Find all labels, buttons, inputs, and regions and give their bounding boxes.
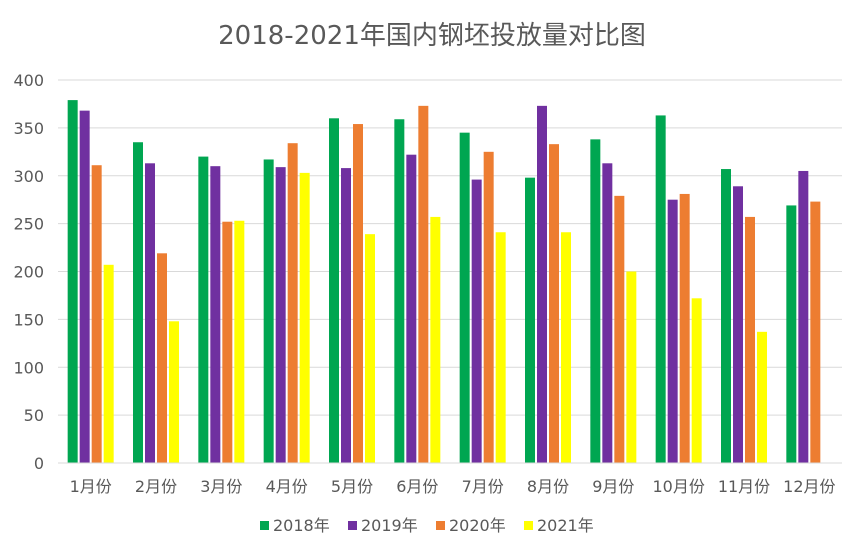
x-tick-label: 4月份 bbox=[266, 477, 308, 496]
bar-2019年-12月份 bbox=[798, 170, 809, 463]
bar-2021年-7月份 bbox=[495, 232, 506, 463]
y-tick-label: 50 bbox=[24, 406, 44, 425]
bar-2021年-9月份 bbox=[626, 271, 637, 463]
bar-2019年-4月份 bbox=[275, 167, 286, 463]
y-tick-label: 300 bbox=[13, 167, 44, 186]
bar-2018年-9月份 bbox=[590, 139, 601, 464]
bar-2019年-6月份 bbox=[406, 154, 417, 463]
x-tick-label: 10月份 bbox=[652, 477, 704, 496]
legend-label: 2021年 bbox=[537, 516, 594, 535]
bar-2018年-11月份 bbox=[721, 169, 731, 464]
bar-2019年-2月份 bbox=[145, 163, 155, 464]
bar-2020年-5月份 bbox=[353, 124, 363, 464]
bar-2018年-5月份 bbox=[329, 118, 339, 464]
legend-swatch bbox=[436, 521, 445, 530]
legend-label: 2020年 bbox=[449, 516, 506, 535]
bar-2020年-6月份 bbox=[418, 105, 429, 463]
bar-2021年-10月份 bbox=[691, 298, 702, 463]
y-tick-label: 250 bbox=[13, 215, 44, 234]
bar-2020年-2月份 bbox=[157, 253, 167, 463]
x-tick-label: 12月份 bbox=[783, 477, 835, 496]
chart-title: 2018-2021年国内钢坯投放量对比图 bbox=[218, 21, 646, 51]
x-tick-label: 2月份 bbox=[135, 477, 177, 496]
bar-2021年-3月份 bbox=[234, 220, 245, 463]
y-axis-tick-labels: 0 50 100 150 200 250 300 350 400 bbox=[13, 71, 44, 473]
legend-swatch bbox=[260, 521, 269, 530]
x-tick-label: 5月份 bbox=[331, 477, 373, 496]
bar-2021年-1月份 bbox=[103, 264, 114, 463]
bar-2018年-10月份 bbox=[655, 115, 666, 464]
legend-swatch bbox=[348, 521, 357, 530]
bar-series bbox=[67, 100, 821, 464]
bar-2020年-12月份 bbox=[810, 201, 821, 464]
y-tick-label: 0 bbox=[34, 454, 44, 473]
bar-2018年-12月份 bbox=[786, 205, 797, 463]
bar-2021年-5月份 bbox=[365, 234, 375, 463]
bar-2018年-7月份 bbox=[459, 132, 470, 463]
bar-2018年-8月份 bbox=[525, 177, 535, 464]
x-tick-label: 6月份 bbox=[396, 477, 438, 496]
bar-2020年-7月份 bbox=[483, 151, 494, 463]
bar-2020年-8月份 bbox=[549, 144, 559, 463]
legend-swatch bbox=[524, 521, 533, 530]
bar-2021年-8月份 bbox=[561, 232, 571, 463]
x-tick-label: 1月份 bbox=[70, 477, 112, 496]
x-tick-label: 8月份 bbox=[527, 477, 569, 496]
bar-2020年-3月份 bbox=[222, 221, 233, 463]
bar-2020年-11月份 bbox=[745, 216, 755, 463]
bar-2019年-7月份 bbox=[471, 179, 482, 463]
y-tick-label: 150 bbox=[13, 310, 44, 329]
bar-2018年-6月份 bbox=[394, 119, 405, 463]
bar-2020年-9月份 bbox=[614, 195, 625, 464]
x-tick-label: 9月份 bbox=[592, 477, 634, 496]
bar-2021年-4月份 bbox=[299, 172, 310, 463]
bar-2020年-1月份 bbox=[91, 165, 102, 463]
bar-2019年-8月份 bbox=[537, 105, 547, 463]
x-tick-label: 11月份 bbox=[718, 477, 770, 496]
x-axis-tick-labels: 1月份 2月份 3月份 4月份 5月份 6月份 7月份 8月份 9月份 10月份 11月份 12月份 bbox=[70, 477, 836, 496]
bar-2018年-2月份 bbox=[133, 142, 143, 464]
bar-2021年-6月份 bbox=[430, 216, 441, 463]
bar-2018年-1月份 bbox=[67, 100, 78, 464]
y-tick-label: 350 bbox=[13, 119, 44, 138]
bar-2019年-10月份 bbox=[667, 199, 678, 463]
bar-2019年-11月份 bbox=[733, 186, 743, 463]
bar-2019年-3月份 bbox=[210, 166, 221, 464]
bar-2020年-10月份 bbox=[679, 193, 690, 463]
bar-2020年-4月份 bbox=[287, 143, 298, 463]
bar-2021年-2月份 bbox=[169, 321, 179, 463]
legend: 2018年 2019年 2020年 2021年 bbox=[260, 516, 594, 535]
x-tick-label: 7月份 bbox=[462, 477, 504, 496]
bar-2021年-11月份 bbox=[757, 331, 767, 463]
bar-2019年-9月份 bbox=[602, 163, 613, 464]
y-tick-label: 100 bbox=[13, 358, 44, 377]
bar-2019年-5月份 bbox=[341, 168, 351, 463]
y-tick-label: 200 bbox=[13, 263, 44, 282]
bar-2019年-1月份 bbox=[79, 110, 90, 463]
bar-2018年-4月份 bbox=[263, 159, 274, 463]
legend-label: 2018年 bbox=[273, 516, 330, 535]
legend-label: 2019年 bbox=[361, 516, 418, 535]
y-tick-label: 400 bbox=[13, 71, 44, 90]
bar-2018年-3月份 bbox=[198, 156, 209, 463]
gridlines bbox=[58, 79, 842, 416]
x-tick-label: 3月份 bbox=[200, 477, 242, 496]
